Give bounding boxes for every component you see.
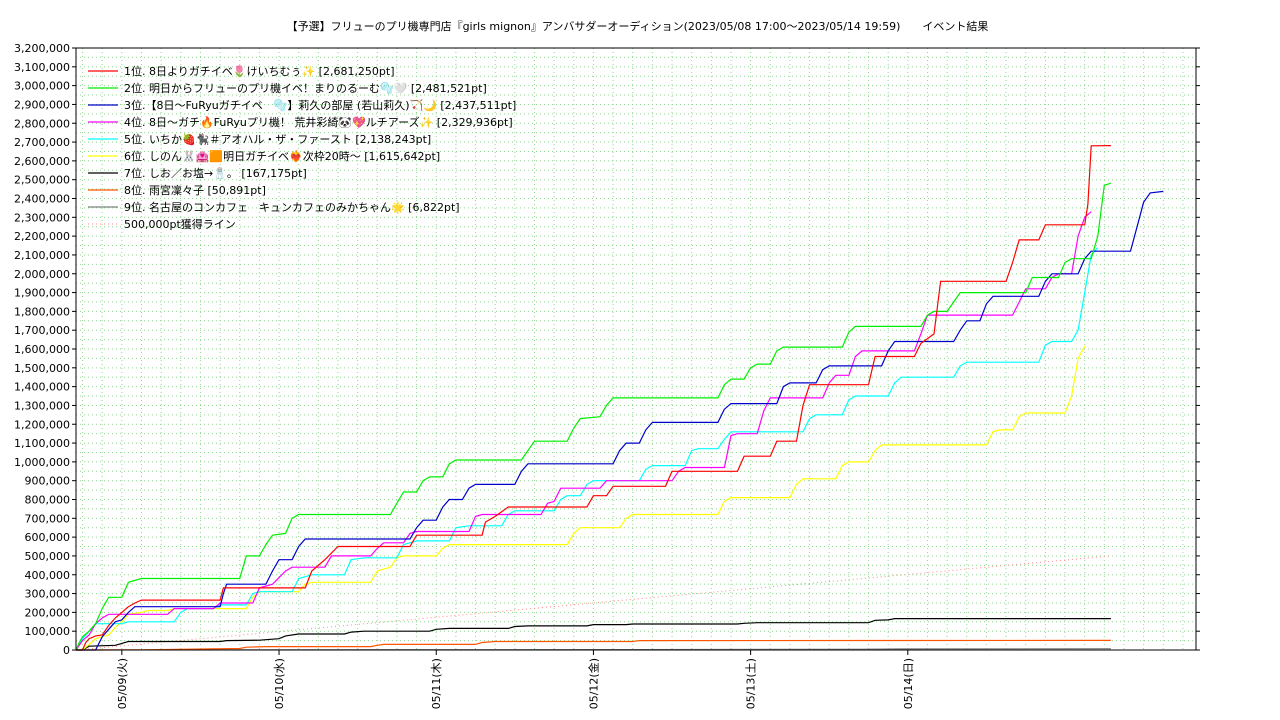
y-tick-label: 600,000 xyxy=(25,531,71,544)
x-tick-label: 05/13(土) xyxy=(745,658,758,709)
y-tick-label: 1,700,000 xyxy=(14,324,70,337)
y-tick-label: 3,200,000 xyxy=(14,42,70,55)
y-tick-label: 3,100,000 xyxy=(14,61,70,74)
y-tick-label: 2,400,000 xyxy=(14,193,70,206)
y-tick-label: 2,000,000 xyxy=(14,268,70,281)
series-line-2 xyxy=(75,182,1112,651)
y-tick-label: 2,700,000 xyxy=(14,136,70,149)
chart-title: 【予選】フリューのプリ機専門店『girls mignon』アンバサダーオーディシ… xyxy=(286,20,989,33)
series-line-7 xyxy=(76,618,1111,651)
y-tick-label: 1,400,000 xyxy=(14,381,70,394)
legend: 1位. 8日よりガチイベ🌷けいちむぅ✨ [2,681,250pt] 2位. 明日か… xyxy=(88,64,516,231)
y-tick-label: 200,000 xyxy=(25,606,71,619)
legend-label-1: 1位. 8日よりガチイベ🌷けいちむぅ✨ [2,681,250pt] xyxy=(124,64,395,78)
y-tick-label: 1,300,000 xyxy=(14,399,70,412)
y-tick-label: 1,100,000 xyxy=(14,437,70,450)
y-tick-label: 2,600,000 xyxy=(14,155,70,168)
legend-label-7: 7位. しお／お塩→🧂。 [167,175pt] xyxy=(124,166,307,180)
legend-label-3: 3位.【8日〜FuRyuガチイベ 🫧】莉久の部屋 (若山莉久)🏹🌙 [2,437… xyxy=(124,98,516,112)
y-tick-label: 1,600,000 xyxy=(14,343,70,356)
grid-layer xyxy=(76,47,1196,651)
x-tick-label: 05/11(木) xyxy=(430,658,443,709)
y-tick-label: 3,000,000 xyxy=(14,80,70,93)
legend-label-8: 8位. 雨宮凜々子 [50,891pt] xyxy=(124,183,266,197)
legend-label-9: 9位. 名古屋のコンカフェ キュンカフェのみかちゃん🌟 [6,822pt] xyxy=(124,200,460,214)
y-tick-label: 300,000 xyxy=(25,588,71,601)
y-tick-label: 2,500,000 xyxy=(14,174,70,187)
y-tick-label: 900,000 xyxy=(25,475,71,488)
y-tick-label: 500,000 xyxy=(25,550,71,563)
legend-label-5: 5位. いちか🍓🐈‍⬛＃アオハル・ザ・ファースト [2,138,243pt] xyxy=(124,132,431,146)
y-tick-label: 800,000 xyxy=(25,494,71,507)
x-tick-label: 05/14(日) xyxy=(902,658,915,709)
y-tick-label: 2,200,000 xyxy=(14,230,70,243)
y-tick-label: 2,900,000 xyxy=(14,98,70,111)
legend-label-6: 6位. しのん🐰🏩🟧明日ガチイベ❤️‍🔥次枠20時〜 [1,615,642pt] xyxy=(124,149,440,163)
y-axis: 0 100,000 200,000 300,000 400,000 500,000 600,… xyxy=(14,42,1200,657)
legend-label-reference: 500,000pt獲得ライン xyxy=(124,218,236,231)
series-line-5 xyxy=(75,247,1099,651)
y-tick-label: 2,800,000 xyxy=(14,117,70,130)
y-tick-label: 400,000 xyxy=(25,569,71,582)
y-tick-label: 2,300,000 xyxy=(14,211,70,224)
series-line-3 xyxy=(76,190,1164,651)
y-tick-label: 100,000 xyxy=(25,625,71,638)
x-tick-label: 05/10(水) xyxy=(273,658,286,709)
x-tick-label: 05/09(火) xyxy=(116,658,129,709)
series-line-8 xyxy=(75,639,1111,651)
y-tick-label: 1,900,000 xyxy=(14,287,70,300)
x-axis: 05/09(火) 05/10(水) 05/11(木) 05/12(金) 05/13(土)… xyxy=(116,650,915,709)
legend-label-2: 2位. 明日からフリューのプリ機イベ！まりのるーむ🫧🤍 [2,481,521pt… xyxy=(124,81,487,95)
series-line-4 xyxy=(75,211,1092,651)
y-tick-label: 1,500,000 xyxy=(14,362,70,375)
series-line-6 xyxy=(76,345,1086,651)
y-tick-label: 700,000 xyxy=(25,512,71,525)
y-tick-label: 1,000,000 xyxy=(14,456,70,469)
y-tick-label: 1,800,000 xyxy=(14,305,70,318)
y-tick-label: 2,100,000 xyxy=(14,249,70,262)
y-tick-label: 0 xyxy=(63,644,70,657)
x-tick-label: 05/12(金) xyxy=(586,658,600,709)
legend-label-4: 4位. 8日〜ガチ🔥FuRyuプリ機！ 荒井彩綺🐼💖ルチアーズ✨ [2,329,… xyxy=(124,115,513,129)
series-line-1 xyxy=(76,145,1111,651)
y-tick-label: 1,200,000 xyxy=(14,418,70,431)
